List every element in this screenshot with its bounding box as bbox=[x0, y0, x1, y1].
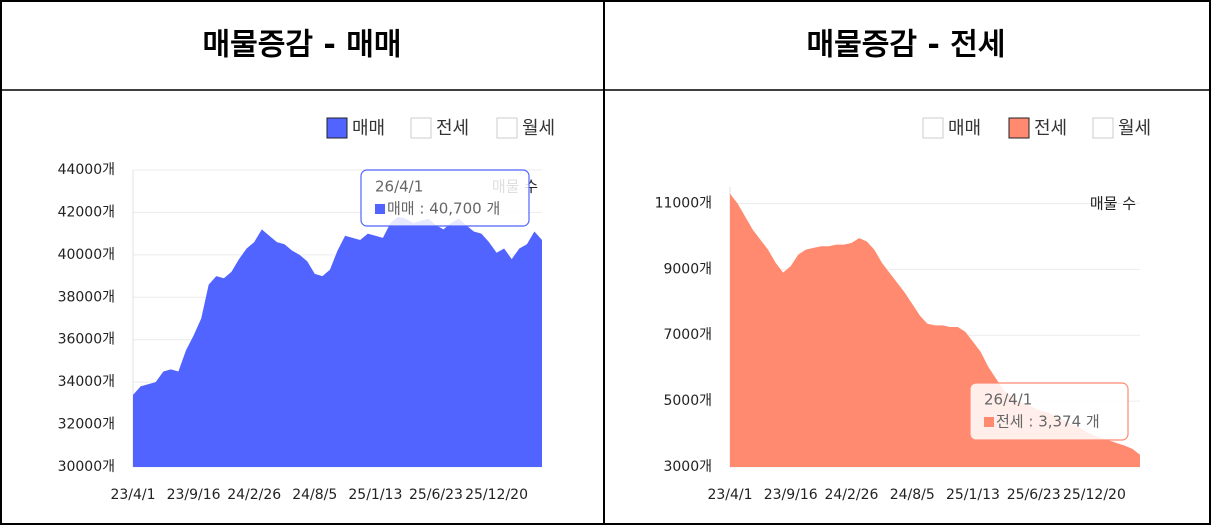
tooltip-swatch bbox=[375, 204, 385, 214]
y-tick-label: 40000개 bbox=[58, 247, 115, 263]
legend-label: 매매 bbox=[352, 118, 385, 139]
x-tick-label: 23/9/16 bbox=[167, 487, 221, 503]
tooltip-date: 26/4/1 bbox=[375, 178, 423, 196]
panel-title: 매물증감 - 매매 bbox=[203, 28, 402, 63]
tooltip-label: 매매 : 40,700 개 bbox=[387, 200, 500, 218]
legend-label: 전세 bbox=[436, 118, 469, 139]
legend-label: 매매 bbox=[948, 118, 981, 139]
legend-label: 월세 bbox=[1118, 118, 1151, 139]
x-tick-label: 25/1/13 bbox=[946, 487, 1000, 503]
legend-checkbox[interactable] bbox=[922, 117, 944, 139]
x-tick-label: 23/9/16 bbox=[764, 487, 818, 503]
x-tick-label: 25/6/23 bbox=[1007, 487, 1061, 503]
x-tick-label: 24/8/5 bbox=[292, 487, 337, 503]
x-tick-label: 25/12/20 bbox=[465, 487, 528, 503]
x-tick-label: 25/6/23 bbox=[409, 487, 463, 503]
y-tick-label: 36000개 bbox=[58, 332, 115, 348]
tooltip-box bbox=[969, 382, 1129, 441]
area bbox=[133, 216, 542, 467]
y-tick-label: 30000개 bbox=[58, 459, 115, 475]
legend-label: 월세 bbox=[522, 118, 555, 139]
x-tick-label: 24/2/26 bbox=[227, 487, 281, 503]
x-tick-label: 25/12/20 bbox=[1063, 487, 1126, 503]
tooltip-box bbox=[360, 169, 530, 227]
area bbox=[730, 193, 1140, 467]
y-tick-label: 7000개 bbox=[663, 327, 712, 343]
legend-label: 전세 bbox=[1034, 118, 1067, 139]
legend-checkbox[interactable] bbox=[410, 117, 432, 139]
x-tick-label: 23/4/1 bbox=[110, 487, 155, 503]
x-tick-label: 25/1/13 bbox=[348, 487, 402, 503]
y-tick-label: 34000개 bbox=[58, 374, 115, 390]
y-tick-label: 3000개 bbox=[663, 459, 712, 475]
x-tick-label: 23/4/1 bbox=[707, 487, 752, 503]
legend-checkbox[interactable] bbox=[496, 117, 518, 139]
tooltip-date: 26/4/1 bbox=[984, 391, 1032, 409]
x-tick-label: 24/2/26 bbox=[824, 487, 878, 503]
y-tick-label: 11000개 bbox=[655, 195, 712, 211]
tooltip-label: 전세 : 3,374 개 bbox=[996, 413, 1100, 431]
x-tick-label: 24/8/5 bbox=[890, 487, 935, 503]
y-tick-label: 5000개 bbox=[663, 393, 712, 409]
y-tick-label: 9000개 bbox=[663, 261, 712, 277]
y-tick-label: 32000개 bbox=[58, 417, 115, 433]
panel-title: 매물증감 - 전세 bbox=[807, 28, 1006, 63]
y-tick-label: 42000개 bbox=[58, 204, 115, 220]
y-axis-label: 매물 수 bbox=[1090, 195, 1136, 213]
legend-checkbox[interactable] bbox=[1092, 117, 1114, 139]
y-tick-label: 38000개 bbox=[58, 289, 115, 305]
y-tick-label: 44000개 bbox=[58, 162, 115, 178]
tooltip-swatch bbox=[984, 417, 994, 427]
legend-checkbox[interactable] bbox=[1008, 117, 1030, 139]
legend-checkbox[interactable] bbox=[326, 117, 348, 139]
